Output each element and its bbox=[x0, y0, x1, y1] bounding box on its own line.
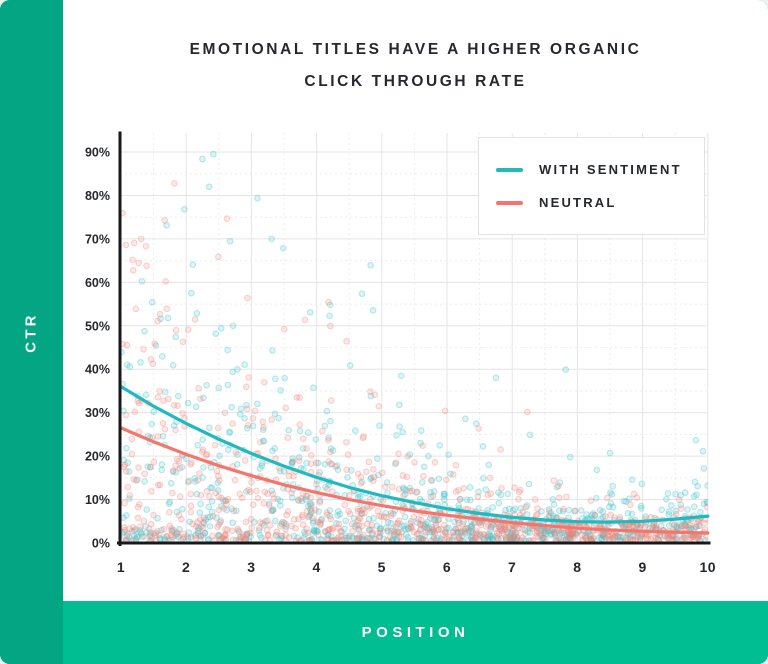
svg-text:2: 2 bbox=[182, 559, 190, 575]
bottom-bar: POSITION bbox=[63, 601, 768, 664]
svg-text:1: 1 bbox=[117, 559, 125, 575]
svg-text:4: 4 bbox=[312, 559, 320, 575]
svg-text:3: 3 bbox=[247, 559, 255, 575]
legend-item-neutral: NEUTRAL bbox=[496, 195, 704, 210]
svg-text:70%: 70% bbox=[85, 232, 110, 246]
svg-text:60%: 60% bbox=[85, 276, 110, 290]
svg-text:7: 7 bbox=[508, 559, 516, 575]
chart-legend: WITH SENTIMENT NEUTRAL bbox=[478, 137, 705, 235]
svg-text:0%: 0% bbox=[92, 537, 110, 551]
svg-text:10: 10 bbox=[700, 559, 717, 575]
legend-swatch-with-sentiment bbox=[496, 167, 523, 172]
svg-text:90%: 90% bbox=[85, 146, 110, 160]
svg-text:9: 9 bbox=[638, 559, 646, 575]
svg-text:80%: 80% bbox=[85, 189, 110, 203]
x-axis-title-label: POSITION bbox=[361, 624, 470, 641]
chart-panel bbox=[63, 0, 768, 601]
left-rail bbox=[0, 0, 63, 664]
chart-title: EMOTIONAL TITLES HAVE A HIGHER ORGANIC C… bbox=[63, 34, 768, 98]
chart-title-line-1: EMOTIONAL TITLES HAVE A HIGHER ORGANIC bbox=[189, 41, 642, 58]
svg-text:8: 8 bbox=[573, 559, 581, 575]
svg-text:10%: 10% bbox=[85, 493, 110, 507]
svg-text:5: 5 bbox=[378, 559, 386, 575]
legend-label-neutral: NEUTRAL bbox=[539, 195, 617, 210]
legend-swatch-neutral bbox=[496, 200, 523, 205]
svg-text:20%: 20% bbox=[85, 450, 110, 464]
svg-text:30%: 30% bbox=[85, 406, 110, 420]
svg-text:50%: 50% bbox=[85, 319, 110, 333]
chart-title-line-2: CLICK THROUGH RATE bbox=[304, 73, 527, 90]
legend-label-with-sentiment: WITH SENTIMENT bbox=[539, 162, 682, 177]
svg-text:40%: 40% bbox=[85, 363, 110, 377]
legend-item-with-sentiment: WITH SENTIMENT bbox=[496, 162, 704, 177]
svg-text:6: 6 bbox=[443, 559, 451, 575]
